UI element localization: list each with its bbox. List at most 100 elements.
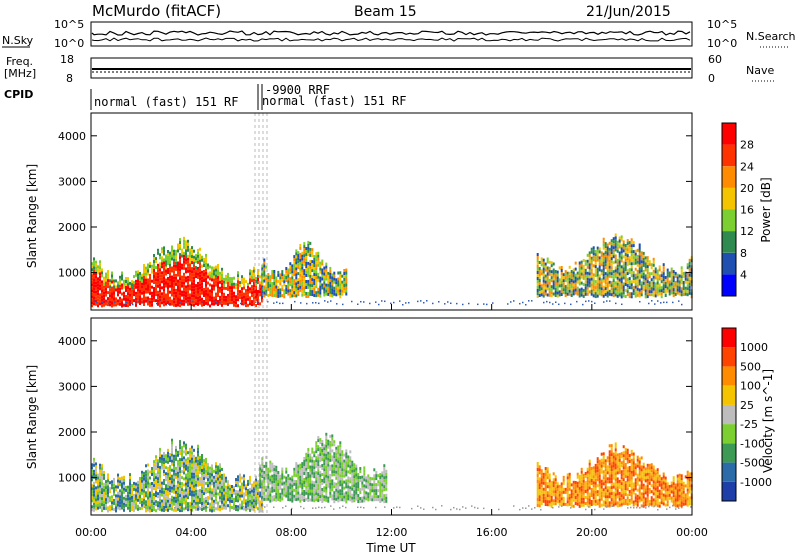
data-cell bbox=[305, 253, 308, 256]
data-cell bbox=[594, 499, 597, 503]
data-cell bbox=[163, 276, 165, 280]
data-cell bbox=[269, 463, 272, 467]
data-cell bbox=[169, 290, 171, 294]
data-cell bbox=[313, 475, 316, 479]
data-cell bbox=[173, 508, 175, 512]
data-cell bbox=[295, 252, 298, 256]
data-cell bbox=[636, 293, 639, 297]
ground-scatter bbox=[528, 300, 530, 302]
data-cell bbox=[203, 498, 205, 502]
data-cell bbox=[345, 482, 348, 486]
data-cell bbox=[341, 471, 344, 475]
data-cell bbox=[646, 283, 649, 287]
data-cell bbox=[173, 300, 175, 304]
data-cell bbox=[173, 288, 175, 292]
data-cell bbox=[291, 487, 294, 491]
data-cell bbox=[379, 488, 382, 491]
data-cell bbox=[307, 264, 310, 268]
data-cell bbox=[572, 504, 575, 508]
data-cell bbox=[622, 276, 625, 280]
data-cell bbox=[273, 498, 276, 502]
data-cell bbox=[604, 272, 607, 276]
data-cell bbox=[161, 259, 163, 263]
data-cell bbox=[381, 483, 384, 487]
data-cell bbox=[279, 495, 282, 499]
data-cell bbox=[548, 473, 551, 477]
data-cell bbox=[153, 502, 155, 506]
data-cell bbox=[568, 472, 571, 476]
data-cell bbox=[215, 477, 217, 481]
data-cell bbox=[199, 259, 201, 263]
data-cell bbox=[243, 277, 245, 281]
data-cell bbox=[283, 292, 286, 296]
data-cell bbox=[574, 499, 577, 502]
data-cell bbox=[295, 258, 298, 262]
data-cell bbox=[359, 500, 362, 503]
data-cell bbox=[97, 479, 99, 483]
data-cell bbox=[327, 277, 330, 281]
data-cell bbox=[221, 473, 223, 477]
data-cell bbox=[201, 490, 203, 493]
data-cell bbox=[544, 491, 547, 494]
data-cell bbox=[197, 302, 199, 306]
data-cell bbox=[311, 459, 314, 463]
data-cell bbox=[321, 440, 324, 443]
data-cell bbox=[618, 263, 621, 267]
data-cell bbox=[333, 458, 336, 462]
data-cell bbox=[602, 452, 605, 456]
data-cell bbox=[151, 503, 153, 506]
data-cell bbox=[119, 281, 121, 285]
data-cell bbox=[91, 277, 93, 281]
data-cell bbox=[618, 455, 621, 459]
data-cell bbox=[263, 267, 266, 271]
data-cell bbox=[223, 301, 225, 305]
data-cell bbox=[275, 282, 278, 286]
data-cell bbox=[255, 487, 257, 491]
data-cell bbox=[271, 474, 274, 478]
data-cell bbox=[303, 260, 306, 264]
data-cell bbox=[291, 484, 294, 488]
data-cell bbox=[257, 272, 259, 275]
data-cell bbox=[582, 503, 585, 507]
data-cell bbox=[243, 498, 245, 502]
data-cell bbox=[127, 283, 129, 287]
data-cell bbox=[333, 455, 336, 459]
data-cell bbox=[608, 444, 611, 448]
freq-unit-label: [MHz] bbox=[4, 67, 36, 80]
data-cell bbox=[231, 491, 233, 494]
data-cell bbox=[650, 263, 653, 267]
data-cell bbox=[610, 444, 613, 448]
data-cell bbox=[163, 285, 165, 289]
data-cell bbox=[313, 294, 316, 297]
data-cell bbox=[193, 448, 195, 452]
data-cell bbox=[171, 302, 173, 306]
data-cell bbox=[373, 486, 376, 490]
data-cell bbox=[93, 487, 95, 491]
data-cell bbox=[191, 255, 193, 259]
data-cell bbox=[309, 274, 312, 278]
data-cell bbox=[169, 260, 171, 264]
data-cell bbox=[181, 482, 183, 486]
data-cell bbox=[301, 275, 304, 279]
data-cell bbox=[173, 267, 175, 271]
data-cell bbox=[171, 483, 173, 487]
data-cell bbox=[317, 260, 320, 264]
data-cell bbox=[666, 289, 669, 293]
colorbar-tick-label: 4 bbox=[740, 268, 747, 281]
data-cell bbox=[357, 494, 360, 497]
data-cell bbox=[127, 295, 129, 299]
data-cell bbox=[544, 277, 547, 281]
data-cell bbox=[171, 450, 173, 454]
data-cell bbox=[271, 285, 274, 288]
data-cell bbox=[115, 485, 117, 489]
data-cell bbox=[281, 473, 284, 477]
data-cell bbox=[582, 291, 585, 295]
data-cell bbox=[223, 488, 225, 492]
data-cell bbox=[550, 291, 553, 295]
data-cell bbox=[147, 278, 149, 282]
data-cell bbox=[249, 302, 251, 306]
data-cell bbox=[582, 500, 585, 504]
data-cell bbox=[375, 489, 378, 493]
data-cell bbox=[189, 492, 191, 496]
data-cell bbox=[135, 303, 137, 307]
